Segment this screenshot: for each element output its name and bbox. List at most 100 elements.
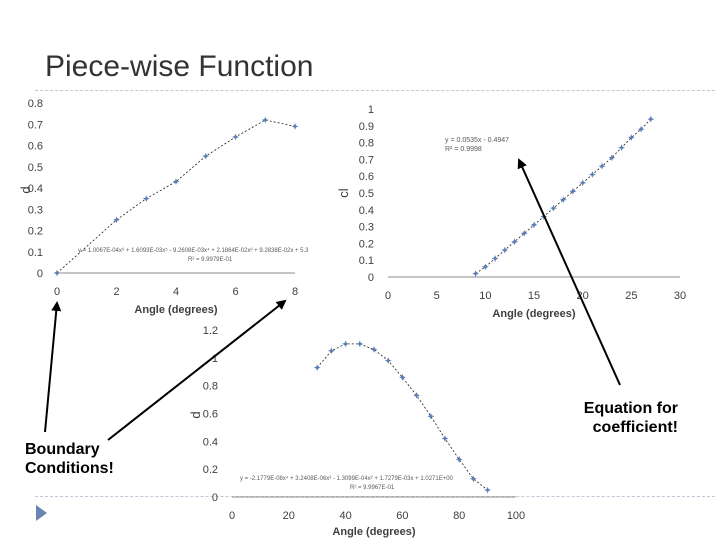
- x-tick-label: 4: [173, 286, 179, 298]
- data-point: [491, 255, 499, 262]
- arrow-to-end-point: [107, 299, 287, 441]
- chart-2-group: 0 0.2 0.4 0.6 0.8 1 1.2 0 20 40 60 80 100 Angle (degr…: [188, 325, 525, 538]
- y-tick-label: 0.3: [28, 204, 43, 216]
- x-axis-title: Angle (degrees): [332, 526, 415, 538]
- chart-0-group: 0 0.1 0.2 0.3 0.4 0.5 0.6 0.7 0.8 0 2 4 6 8 Angle (deg…: [18, 98, 309, 316]
- data-point: [232, 133, 239, 141]
- y-tick-label: 1.2: [203, 325, 218, 337]
- x-tick-label: 20: [283, 510, 295, 522]
- y-tick-label: 0.9: [359, 121, 374, 133]
- data-point: [313, 364, 321, 371]
- y-tick-label: 0.8: [28, 98, 43, 110]
- equation-note: Equation for coefficient!: [563, 399, 678, 437]
- y-tick-label: 0: [368, 272, 374, 284]
- data-point: [413, 392, 420, 399]
- trendline-equation: y = -2.1779E-08x⁴ + 3.2408E-06x³ - 1.309…: [240, 475, 454, 482]
- x-tick-label: 40: [339, 510, 351, 522]
- data-point: [172, 178, 180, 185]
- data-point: [356, 340, 364, 348]
- boundary-conditions-note: Boundary Conditions!: [25, 440, 114, 478]
- slide-title: Piece-wise Function: [45, 50, 314, 83]
- y-tick-label: 0.4: [28, 183, 43, 195]
- x-tick-label: 10: [479, 290, 491, 302]
- trendline-equation: y = 0.0535x - 0.4947: [445, 137, 509, 144]
- x-tick-label: 5: [434, 290, 440, 302]
- y-axis-title: d: [188, 411, 203, 418]
- r-squared-label: R² = 0.9998: [445, 146, 482, 153]
- y-tick-label: 1: [368, 104, 374, 116]
- y-tick-label: 0.2: [203, 464, 218, 476]
- data-point: [484, 486, 491, 494]
- data-point: [637, 125, 645, 133]
- y-tick-label: 0.6: [359, 171, 374, 183]
- data-point: [530, 221, 538, 229]
- data-point: [598, 162, 606, 170]
- data-point: [470, 475, 477, 483]
- x-tick-label: 0: [54, 286, 60, 298]
- data-point: [202, 152, 210, 160]
- note-right-line1: Equation for: [583, 400, 678, 417]
- x-tick-label: 6: [232, 286, 238, 298]
- trendline-equation: y = 1.0067E-04x⁶ + 1.6093E-03x⁵ - 9.2608…: [78, 247, 309, 254]
- data-point: [481, 263, 489, 271]
- x-tick-label: 30: [674, 290, 686, 302]
- note-left-line2: Conditions!: [25, 460, 114, 477]
- data-point: [441, 435, 449, 442]
- data-point: [427, 412, 435, 420]
- y-tick-label: 0.5: [359, 188, 374, 200]
- x-tick-label: 0: [385, 290, 391, 302]
- x-tick-label: 25: [625, 290, 637, 302]
- data-point: [142, 195, 150, 202]
- data-point: [370, 346, 378, 353]
- data-point: [589, 171, 596, 178]
- nav-triangle-icon[interactable]: [36, 505, 47, 521]
- y-axis-title: d: [18, 186, 33, 193]
- data-point: [291, 123, 299, 130]
- x-tick-label: 8: [292, 286, 298, 298]
- data-point: [608, 154, 616, 162]
- y-tick-label: 0.7: [28, 119, 43, 131]
- data-point: [579, 179, 587, 187]
- trendline: [56, 119, 296, 274]
- x-axis-title: Angle (degrees): [134, 304, 217, 316]
- data-point: [618, 144, 625, 151]
- data-point: [501, 246, 509, 254]
- r-squared-label: R² = 9.9967E-01: [350, 485, 395, 491]
- arrow-to-origin: [44, 301, 62, 433]
- data-point: [53, 269, 61, 277]
- data-point: [511, 238, 518, 246]
- x-tick-label: 15: [528, 290, 540, 302]
- data-point: [384, 357, 392, 364]
- data-point: [328, 347, 335, 355]
- y-tick-label: 0.1: [359, 255, 374, 267]
- y-tick-label: 0: [37, 268, 43, 280]
- title-divider: [35, 90, 715, 91]
- data-point: [569, 187, 577, 195]
- y-tick-label: 1: [212, 353, 218, 365]
- data-point: [520, 229, 528, 237]
- y-tick-label: 0.5: [28, 162, 43, 174]
- x-tick-label: 60: [396, 510, 408, 522]
- data-point: [559, 196, 567, 204]
- data-point: [113, 216, 120, 224]
- data-point: [399, 373, 406, 381]
- x-axis-title: Angle (degrees): [492, 308, 575, 320]
- y-tick-label: 0.4: [359, 205, 374, 217]
- y-tick-label: 0.2: [28, 226, 43, 238]
- y-tick-label: 0.2: [359, 238, 374, 250]
- data-point: [472, 270, 479, 277]
- data-point: [647, 115, 655, 123]
- y-tick-label: 0.7: [359, 154, 374, 166]
- data-point: [550, 204, 557, 212]
- data-point: [627, 134, 635, 141]
- x-tick-label: 80: [453, 510, 465, 522]
- y-tick-label: 0.6: [28, 141, 43, 153]
- data-point: [342, 340, 349, 348]
- y-tick-label: 0.1: [28, 247, 43, 259]
- y-axis-title: cl: [336, 188, 351, 198]
- y-tick-label: 0.3: [359, 222, 374, 234]
